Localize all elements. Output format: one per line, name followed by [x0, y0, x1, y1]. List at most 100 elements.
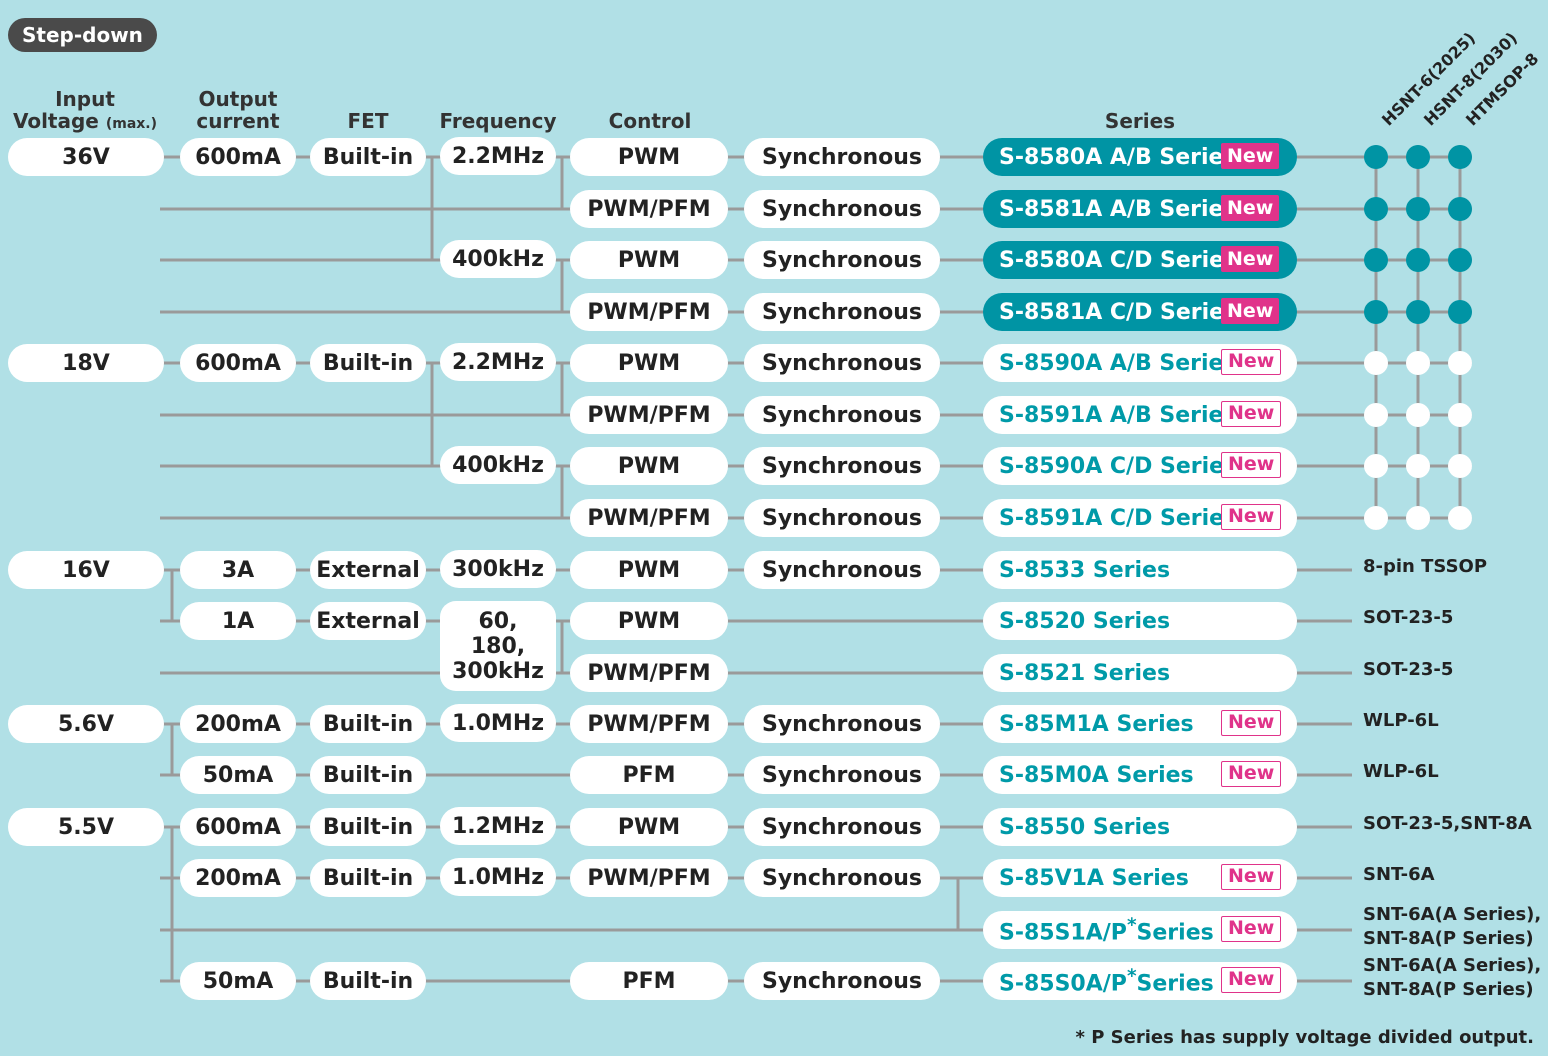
package-dot-empty	[1364, 403, 1388, 427]
series-box[interactable]: S-8550 Series	[983, 808, 1297, 846]
package-label: SOT-23-5,SNT-8A	[1363, 813, 1532, 834]
header-output-current: Output current	[196, 87, 280, 133]
series-box[interactable]: S-8591A A/B Series New	[983, 396, 1297, 434]
package-dot-empty	[1448, 506, 1472, 530]
new-badge: New	[1221, 761, 1282, 787]
new-badge: New	[1221, 916, 1282, 942]
new-badge: New	[1221, 143, 1280, 169]
header-input-voltage: Input Voltage (max.)	[12, 87, 158, 133]
control-box: PWM	[570, 602, 728, 640]
sync-box: Synchronous	[744, 551, 940, 589]
package-dot-filled	[1406, 248, 1430, 272]
series-box[interactable]: S-8521 Series	[983, 654, 1297, 692]
series-box[interactable]: S-8590A A/B Series New	[983, 344, 1297, 382]
control-box: PWM	[570, 551, 728, 589]
asterisk: *	[1126, 965, 1137, 987]
current-box: 600mA	[180, 808, 296, 846]
package-dot-empty	[1406, 506, 1430, 530]
control-box: PWM/PFM	[570, 654, 728, 692]
series-box[interactable]: S-85S1A/P*Series New	[983, 911, 1297, 949]
current-box: 50mA	[180, 756, 296, 794]
new-badge: New	[1221, 246, 1280, 272]
frequency-box: 2.2MHz	[440, 343, 556, 381]
current-box: 3A	[180, 551, 296, 589]
package-dot-filled	[1448, 300, 1472, 324]
package-dot-empty	[1448, 403, 1472, 427]
fet-box: Built-in	[310, 705, 426, 743]
control-box: PWM	[570, 138, 728, 176]
package-dot-empty	[1406, 351, 1430, 375]
control-box: PWM/PFM	[570, 293, 728, 331]
frequency-box: 1.0MHz	[440, 858, 556, 896]
control-box: PWM	[570, 344, 728, 382]
series-box[interactable]: S-85M1A Series New	[983, 705, 1297, 743]
asterisk: *	[1126, 914, 1137, 936]
package-dot-filled	[1406, 300, 1430, 324]
package-dot-empty	[1364, 454, 1388, 478]
sync-box: Synchronous	[744, 447, 940, 485]
header-control: Control	[608, 109, 692, 133]
sync-box: Synchronous	[744, 962, 940, 1000]
package-dot-filled	[1448, 248, 1472, 272]
series-box[interactable]: S-8590A C/D Series New	[983, 447, 1297, 485]
new-badge: New	[1221, 864, 1282, 890]
control-box: PWM	[570, 447, 728, 485]
fet-box: Built-in	[310, 756, 426, 794]
frequency-box: 300kHz	[440, 550, 556, 588]
current-box: 600mA	[180, 344, 296, 382]
control-box: PWM	[570, 808, 728, 846]
package-label: WLP-6L	[1363, 710, 1439, 731]
new-badge: New	[1221, 504, 1282, 530]
new-badge: New	[1221, 452, 1282, 478]
new-badge: New	[1221, 710, 1282, 736]
current-box: 200mA	[180, 705, 296, 743]
package-label: SOT-23-5	[1363, 607, 1454, 628]
series-box[interactable]: S-8533 Series	[983, 551, 1297, 589]
sync-box: Synchronous	[744, 499, 940, 537]
frequency-box-multi: 60, 180, 300kHz	[440, 601, 556, 691]
series-box[interactable]: S-85M0A Series New	[983, 756, 1297, 794]
current-box: 50mA	[180, 962, 296, 1000]
footnote: * P Series has supply voltage divided ou…	[1075, 1027, 1534, 1048]
fet-box: External	[310, 551, 426, 589]
package-dot-empty	[1364, 506, 1388, 530]
series-box[interactable]: S-8591A C/D Series New	[983, 499, 1297, 537]
frequency-box: 1.0MHz	[440, 704, 556, 742]
header-series: Series	[1104, 109, 1176, 133]
frequency-box: 400kHz	[440, 446, 556, 484]
package-label: WLP-6L	[1363, 761, 1439, 782]
series-box[interactable]: S-85S0A/P*Series New	[983, 962, 1297, 1000]
series-box[interactable]: S-8520 Series	[983, 602, 1297, 640]
voltage-box: 5.6V	[8, 705, 164, 743]
series-box[interactable]: S-85V1A Series New	[983, 859, 1297, 897]
control-box: PWM	[570, 241, 728, 279]
sync-box: Synchronous	[744, 859, 940, 897]
package-dot-empty	[1406, 454, 1430, 478]
control-box: PFM	[570, 962, 728, 1000]
new-badge: New	[1221, 349, 1282, 375]
fet-box: External	[310, 602, 426, 640]
new-badge: New	[1221, 401, 1282, 427]
control-box: PWM/PFM	[570, 499, 728, 537]
fet-box: Built-in	[310, 808, 426, 846]
sync-box: Synchronous	[744, 241, 940, 279]
voltage-box: 16V	[8, 551, 164, 589]
current-box: 200mA	[180, 859, 296, 897]
header-fet: FET	[347, 109, 389, 133]
package-dot-filled	[1448, 145, 1472, 169]
control-box: PWM/PFM	[570, 705, 728, 743]
package-label: SNT-6A	[1363, 864, 1435, 885]
control-box: PFM	[570, 756, 728, 794]
package-label: SOT-23-5	[1363, 659, 1454, 680]
fet-box: Built-in	[310, 138, 426, 176]
current-box: 600mA	[180, 138, 296, 176]
sync-box: Synchronous	[744, 190, 940, 228]
series-box[interactable]: S-8580A A/B Series New	[983, 138, 1297, 176]
series-box[interactable]: S-8581A A/B Series New	[983, 190, 1297, 228]
voltage-box: 36V	[8, 138, 164, 176]
series-box[interactable]: S-8581A C/D Series New	[983, 293, 1297, 331]
series-box[interactable]: S-8580A C/D Series New	[983, 241, 1297, 279]
control-box: PWM/PFM	[570, 396, 728, 434]
sync-box: Synchronous	[744, 808, 940, 846]
